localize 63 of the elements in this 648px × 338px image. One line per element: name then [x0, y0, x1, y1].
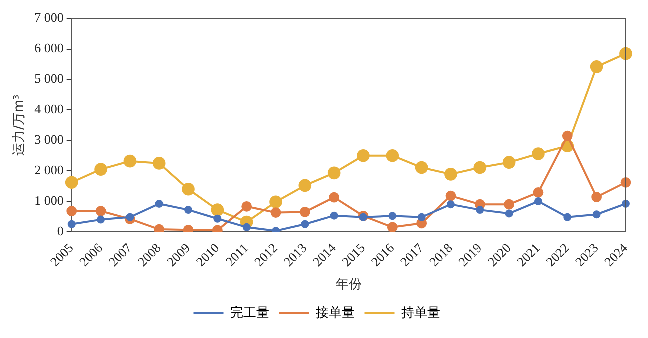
point [388, 212, 397, 220]
point [505, 210, 514, 218]
point [124, 154, 137, 168]
point [270, 208, 282, 218]
y-tick-label: 2 000 [34, 162, 64, 178]
point [329, 192, 340, 203]
point [94, 163, 108, 176]
point [592, 210, 601, 219]
point [126, 213, 134, 222]
point [270, 196, 282, 209]
point [68, 220, 76, 228]
point [562, 130, 573, 142]
y-tick-label: 4 000 [34, 102, 64, 117]
y-tick-label: 6 000 [34, 40, 64, 56]
point [242, 202, 252, 212]
point [474, 161, 487, 174]
point [564, 213, 572, 222]
point [592, 192, 602, 202]
point [446, 190, 456, 202]
legend-label: 完工量 [230, 304, 270, 321]
x-axis-title: 年份 [336, 278, 362, 293]
point [242, 223, 251, 232]
y-tick-label: 3 000 [34, 132, 64, 148]
point [328, 166, 341, 180]
point [300, 206, 310, 218]
point [96, 206, 106, 216]
point [154, 224, 165, 232]
y-tick-label: 7 000 [34, 10, 64, 26]
point [330, 212, 338, 220]
y-tick-label: 0 [57, 223, 64, 238]
point [533, 188, 544, 198]
y-tick-label: 5 000 [34, 71, 64, 86]
legend-label: 持单量 [401, 306, 440, 321]
point [152, 157, 166, 170]
point [387, 222, 398, 232]
point [211, 204, 224, 216]
x-tick-label: 2011 [222, 240, 252, 270]
point [155, 200, 164, 208]
legend-label: 接单量 [316, 306, 355, 321]
point [184, 206, 193, 214]
point [620, 47, 632, 60]
y-axis-title: 运力/万m³ [12, 94, 28, 156]
point [504, 199, 515, 210]
point [590, 60, 604, 74]
point [357, 149, 370, 162]
point [65, 176, 78, 190]
point [532, 148, 545, 160]
point [66, 206, 78, 216]
point [534, 198, 542, 206]
point [418, 213, 426, 222]
point [97, 216, 106, 224]
y-tick-label: 1 000 [34, 192, 64, 208]
point [214, 214, 222, 223]
point [502, 156, 516, 169]
point [298, 179, 312, 192]
point [476, 206, 484, 214]
point [359, 213, 368, 222]
point [182, 182, 195, 196]
point [301, 220, 310, 228]
point [444, 168, 458, 181]
point [415, 161, 428, 174]
point [386, 149, 400, 162]
point [446, 200, 455, 209]
